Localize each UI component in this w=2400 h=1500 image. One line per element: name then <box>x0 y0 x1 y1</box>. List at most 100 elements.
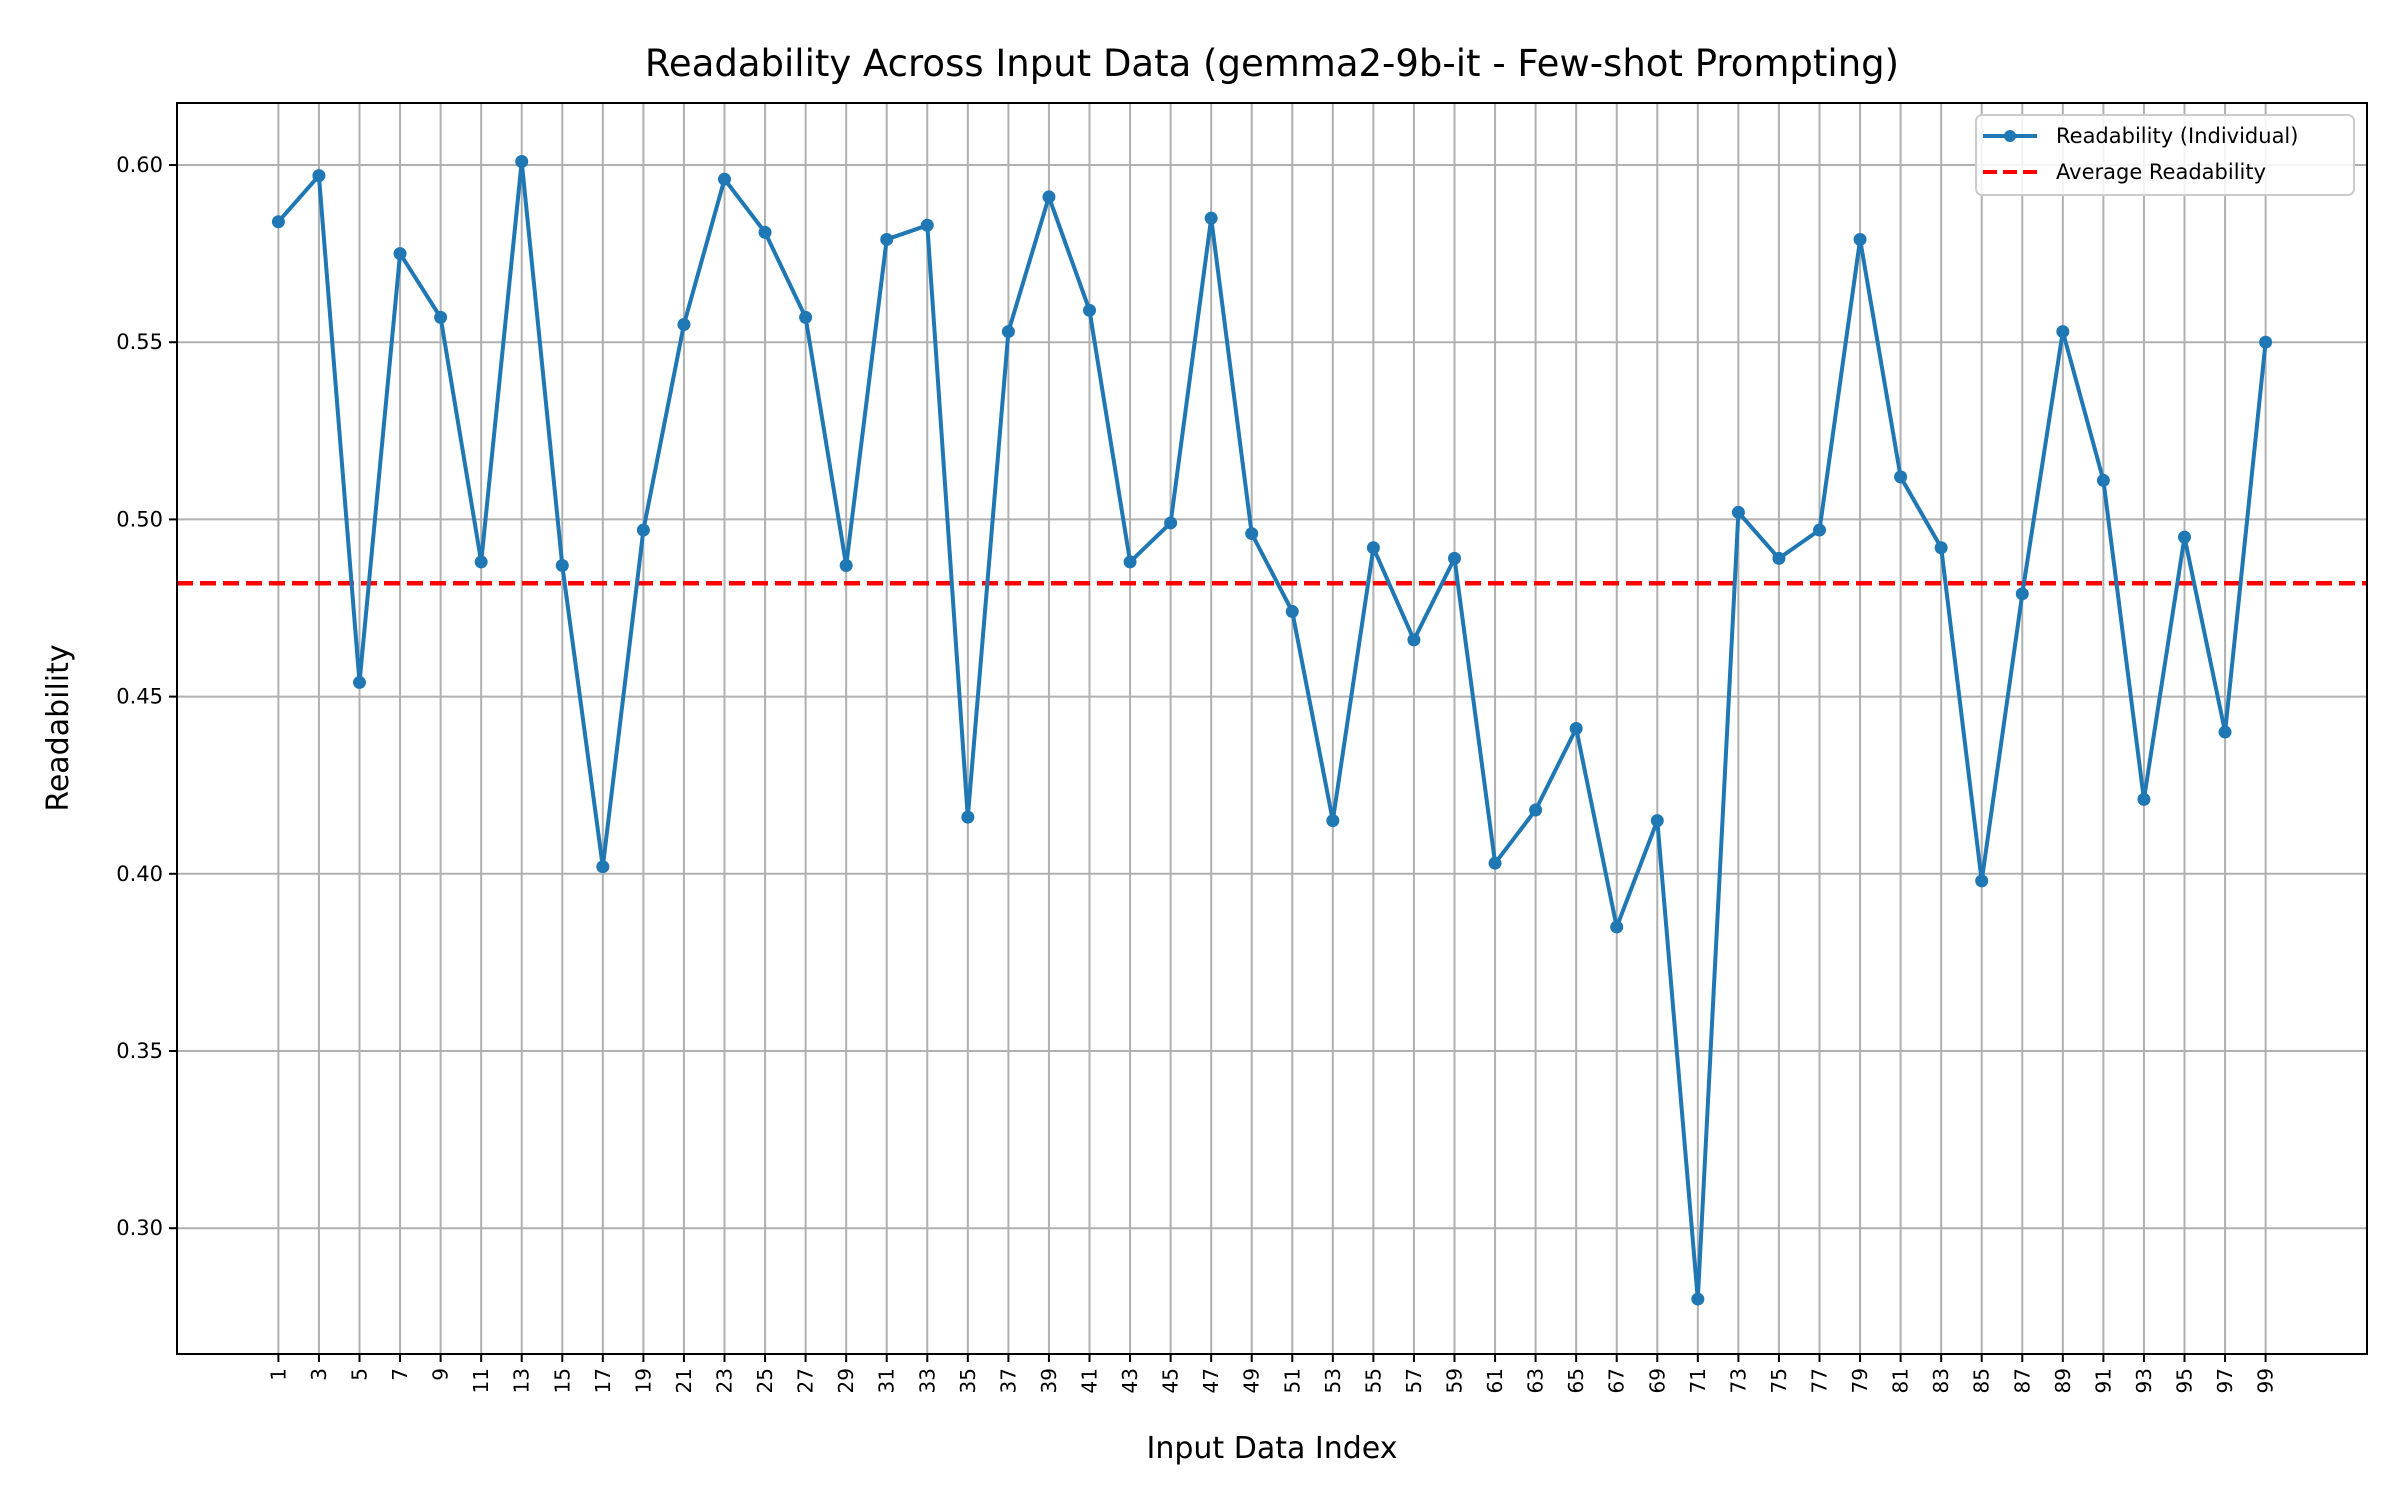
readability-point <box>920 218 934 232</box>
x-tick-label: 11 <box>469 1368 493 1393</box>
x-tick-label: 77 <box>1808 1368 1832 1393</box>
x-tick-label: 81 <box>1889 1368 1913 1393</box>
readability-point <box>1610 920 1624 934</box>
readability-point <box>2137 792 2151 806</box>
x-tick-label: 7 <box>388 1368 412 1381</box>
plot-frame <box>176 102 2368 1355</box>
readability-point <box>1204 211 1218 225</box>
readability-point <box>2096 473 2110 487</box>
readability-point <box>393 247 407 261</box>
readability-point <box>596 860 610 874</box>
readability-point <box>677 317 691 331</box>
x-tick-label: 57 <box>1402 1368 1426 1393</box>
x-tick-label: 65 <box>1564 1368 1588 1393</box>
readability-point <box>1894 470 1908 484</box>
readability-point <box>718 172 731 186</box>
readability-point <box>312 169 326 183</box>
y-tick-label: 0.50 <box>116 507 163 531</box>
readability-point <box>1569 722 1583 735</box>
legend-box <box>1975 114 2355 196</box>
x-tick-label: 37 <box>996 1368 1020 1393</box>
x-tick-label: 97 <box>2213 1368 2237 1393</box>
readability-series-line <box>276 159 2268 1302</box>
readability-point <box>1934 541 1948 555</box>
x-tick-label: 25 <box>753 1368 777 1393</box>
readability-point <box>1164 516 1178 530</box>
readability-point <box>1245 527 1259 541</box>
readability-point <box>1488 856 1502 870</box>
readability-point <box>1650 814 1664 828</box>
chart-title: Readability Across Input Data (gemma2-9b… <box>645 42 1899 85</box>
x-tick-label: 13 <box>510 1368 534 1393</box>
x-tick-label: 47 <box>1199 1368 1223 1393</box>
x-tick-label: 79 <box>1848 1368 1872 1393</box>
readability-point <box>839 558 853 572</box>
readability-point <box>1042 190 1056 204</box>
x-tick-label: 41 <box>1078 1368 1102 1393</box>
readability-point <box>353 675 366 689</box>
readability-point <box>2015 587 2029 601</box>
y-tick-label: 0.60 <box>116 153 163 177</box>
x-tick-label: 71 <box>1686 1368 1710 1393</box>
x-tick-label: 85 <box>1970 1368 1994 1393</box>
readability-point <box>474 555 488 569</box>
x-tick-label: 39 <box>1037 1368 1061 1393</box>
x-tick-label: 95 <box>2173 1368 2197 1393</box>
readability-point <box>1975 874 1989 888</box>
readability-point <box>1448 551 1461 565</box>
readability-point <box>1691 1292 1705 1306</box>
x-tick-label: 75 <box>1767 1368 1791 1393</box>
y-tick-label: 0.40 <box>116 862 163 886</box>
x-tick-label: 49 <box>1240 1368 1264 1393</box>
x-tick-label: 17 <box>591 1368 615 1393</box>
x-tick-label: 9 <box>429 1368 453 1381</box>
x-tick-label: 5 <box>348 1368 372 1381</box>
y-tick-label: 0.30 <box>116 1216 163 1240</box>
readability-point <box>1326 814 1340 828</box>
x-tick-label: 43 <box>1118 1368 1142 1393</box>
x-tick-label: 53 <box>1321 1368 1345 1393</box>
readability-point <box>2056 325 2070 339</box>
y-tick-label: 0.55 <box>116 330 163 354</box>
x-tick-label: 61 <box>1483 1368 1507 1393</box>
x-axis-label: Input Data Index <box>1147 1431 1398 1466</box>
readability-point <box>961 810 975 824</box>
readability-point <box>1529 803 1543 817</box>
x-tick-label: 91 <box>2091 1368 2115 1393</box>
x-tick-label: 89 <box>2051 1368 2075 1393</box>
readability-point <box>1123 555 1137 569</box>
x-tick-label: 87 <box>2010 1368 2034 1393</box>
readability-point <box>515 154 529 168</box>
x-tick-label: 73 <box>1726 1368 1750 1393</box>
readability-point <box>880 232 894 246</box>
readability-point <box>2259 335 2273 349</box>
y-axis-ticks: 0.30 0.35 0.40 0.45 0.50 0.55 0.60 <box>116 153 177 1240</box>
x-tick-label: 19 <box>631 1368 655 1393</box>
x-tick-label: 63 <box>1524 1368 1548 1393</box>
x-tick-label: 33 <box>915 1368 939 1393</box>
readability-point <box>1001 325 1015 339</box>
x-tick-label: 3 <box>307 1368 331 1381</box>
legend-label-average: Average Readability <box>2056 160 2266 184</box>
x-tick-label: 69 <box>1645 1368 1669 1393</box>
x-axis-ticks: 1 3 5 7 9 11 13 15 17 19 21 23 25 27 29 31 33 35 37 39 41 43 4… <box>266 1354 2278 1393</box>
x-tick-label: 67 <box>1605 1368 1629 1393</box>
x-tick-label: 35 <box>956 1368 980 1393</box>
x-tick-label: 27 <box>794 1368 818 1393</box>
readability-point <box>636 523 650 537</box>
readability-point <box>799 310 813 324</box>
readability-point <box>1731 505 1745 519</box>
readability-point <box>434 310 448 324</box>
x-tick-label: 31 <box>875 1368 899 1393</box>
readability-point <box>1285 605 1299 619</box>
x-tick-label: 51 <box>1280 1368 1304 1393</box>
y-axis-label: Readability <box>41 644 76 811</box>
x-tick-label: 23 <box>713 1368 737 1393</box>
y-tick-label: 0.45 <box>116 685 163 709</box>
readability-point <box>1772 551 1786 565</box>
legend-marker-individual <box>2004 130 2016 142</box>
x-tick-label: 83 <box>1929 1368 1953 1393</box>
x-tick-label: 45 <box>1159 1368 1183 1393</box>
series-layer <box>271 154 2273 1306</box>
